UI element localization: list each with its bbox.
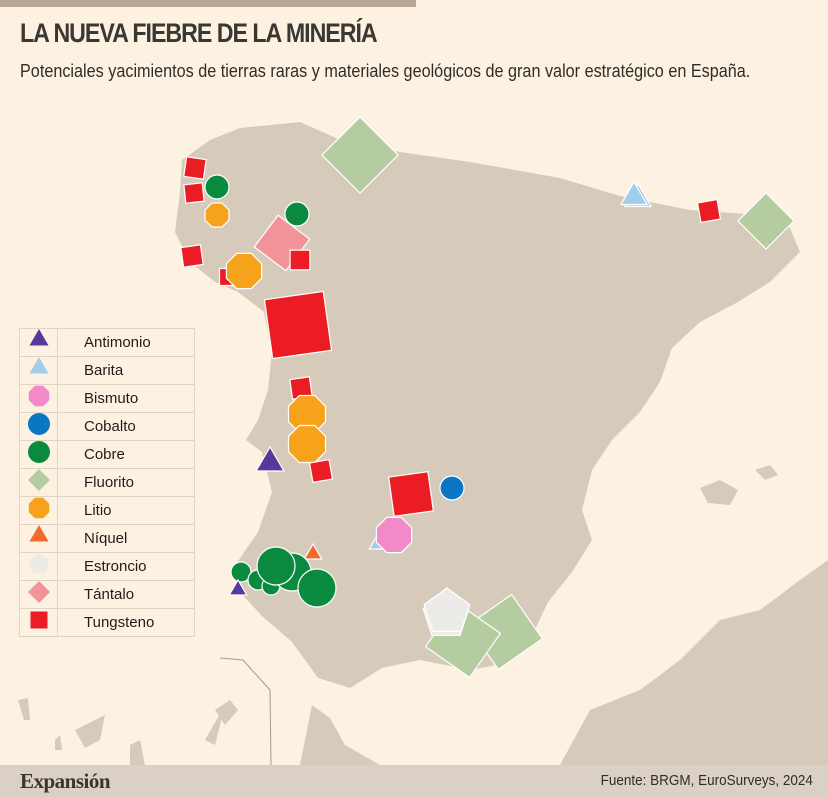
legend-item: Barita: [19, 356, 195, 385]
legend-label: Estroncio: [57, 552, 195, 581]
legend-symbol: [19, 608, 58, 637]
legend-label: Barita: [57, 356, 195, 385]
deposit-marker-tungsteno: [180, 244, 204, 268]
deposit-marker-cobre: [297, 568, 337, 608]
circle-icon: [27, 441, 50, 463]
legend-label: Fluorito: [57, 468, 195, 497]
triangle-icon: [29, 329, 48, 346]
triangle-icon: [29, 525, 48, 542]
diamond-icon: [27, 469, 50, 491]
deposit-marker-niquel: [303, 542, 323, 560]
circle-icon: [27, 413, 50, 435]
deposit-marker-tungsteno: [696, 198, 722, 224]
triangle-icon: [29, 357, 48, 374]
deposit-marker-tungsteno: [183, 182, 205, 204]
canary-boundary-line: [219, 657, 272, 766]
source-note: Fuente: BRGM, EuroSurveys, 2024: [600, 772, 813, 789]
canary-islands: [18, 698, 238, 765]
legend-item: Cobre: [19, 440, 195, 469]
legend-symbol: [19, 580, 58, 609]
diamond-icon: [27, 581, 50, 603]
octagon-icon: [28, 497, 49, 519]
deposit-marker-cobre: [284, 201, 310, 227]
deposit-marker-tungsteno: [387, 470, 435, 518]
deposit-marker-tungsteno: [308, 458, 334, 484]
legend-item: Bismuto: [19, 384, 195, 413]
deposit-marker-antimonio: [255, 445, 285, 472]
footer: Expansión Fuente: BRGM, EuroSurveys, 202…: [0, 765, 828, 797]
legend-symbol: [19, 440, 58, 469]
africa-coast: [300, 560, 828, 765]
legend-label: Cobalto: [57, 412, 195, 441]
deposit-marker-estroncio: [423, 587, 471, 633]
legend-symbol: [19, 412, 58, 441]
deposit-marker-cobre: [230, 561, 252, 583]
deposit-marker-tungsteno: [263, 290, 333, 360]
page-subtitle: Potenciales yacimientos de tierras raras…: [20, 61, 751, 81]
deposit-marker-tungsteno: [289, 249, 311, 271]
legend-label: Tungsteno: [57, 608, 195, 637]
legend-label: Bismuto: [57, 384, 195, 413]
legend: Antimonio Barita Bismuto Cobalto Cobre Fluori…: [19, 328, 195, 637]
deposit-marker-cobre: [256, 546, 296, 586]
square-icon: [30, 611, 47, 629]
legend-symbol: [19, 524, 58, 553]
legend-symbol: [19, 384, 58, 413]
page-title: LA NUEVA FIEBRE DE LA MINERÍA: [20, 18, 378, 48]
legend-label: Antimonio: [57, 328, 195, 357]
top-accent-bar: [0, 0, 416, 7]
legend-item: Estroncio: [19, 552, 195, 581]
deposit-marker-bismuto: [375, 516, 413, 554]
spain-mainland: [175, 122, 800, 688]
legend-item: Cobalto: [19, 412, 195, 441]
deposit-marker-fluorito: [321, 116, 399, 194]
legend-symbol: [19, 328, 58, 357]
legend-label: Cobre: [57, 440, 195, 469]
deposit-marker-tungsteno: [183, 156, 207, 180]
deposit-marker-barita: [619, 180, 649, 206]
deposit-marker-cobalto: [439, 475, 465, 501]
legend-symbol: [19, 468, 58, 497]
deposit-marker-antimonio: [228, 578, 248, 596]
deposit-marker-cobre: [204, 174, 230, 200]
balearic-islands: [700, 465, 778, 505]
legend-item: Litio: [19, 496, 195, 525]
brand-logo: Expansión: [20, 769, 111, 793]
octagon-icon: [28, 385, 49, 407]
legend-label: Litio: [57, 496, 195, 525]
deposit-marker-fluorito: [737, 192, 795, 250]
legend-symbol: [19, 496, 58, 525]
legend-item: Tántalo: [19, 580, 195, 609]
legend-item: Níquel: [19, 524, 195, 553]
legend-symbol: [19, 356, 58, 385]
pentagon-icon: [28, 553, 49, 573]
deposit-marker-litio: [204, 202, 230, 228]
legend-item: Tungsteno: [19, 608, 195, 637]
legend-label: Níquel: [57, 524, 195, 553]
legend-label: Tántalo: [57, 580, 195, 609]
legend-symbol: [19, 552, 58, 581]
legend-item: Antimonio: [19, 328, 195, 357]
legend-item: Fluorito: [19, 468, 195, 497]
deposit-marker-litio: [225, 252, 263, 290]
deposit-marker-litio: [287, 424, 327, 464]
